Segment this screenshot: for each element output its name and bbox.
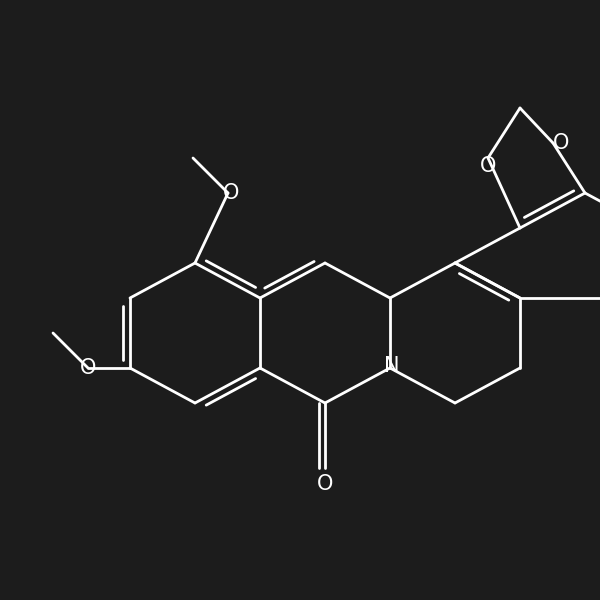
Text: N: N [384, 356, 400, 376]
Text: O: O [80, 358, 96, 378]
Text: O: O [223, 183, 239, 203]
Text: O: O [553, 133, 569, 153]
Text: O: O [317, 474, 333, 494]
Text: O: O [480, 156, 496, 176]
